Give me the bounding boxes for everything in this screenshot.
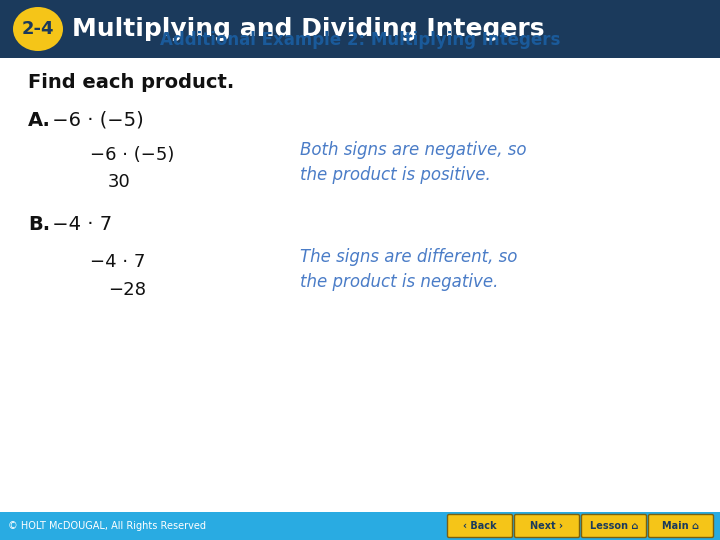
Text: the product is negative.: the product is negative.	[300, 273, 498, 291]
Text: The signs are different, so: The signs are different, so	[300, 248, 518, 266]
Text: Find each product.: Find each product.	[28, 72, 234, 91]
Ellipse shape	[13, 7, 63, 51]
FancyBboxPatch shape	[515, 515, 580, 537]
Text: © HOLT McDOUGAL, All Rights Reserved: © HOLT McDOUGAL, All Rights Reserved	[8, 521, 206, 531]
Text: B.: B.	[28, 214, 50, 233]
Text: 30: 30	[108, 173, 131, 191]
FancyBboxPatch shape	[649, 515, 714, 537]
FancyBboxPatch shape	[448, 515, 513, 537]
Text: Main ⌂: Main ⌂	[662, 521, 700, 531]
Text: Lesson ⌂: Lesson ⌂	[590, 521, 638, 531]
Text: −28: −28	[108, 281, 146, 299]
Text: the product is positive.: the product is positive.	[300, 166, 491, 184]
FancyBboxPatch shape	[582, 515, 647, 537]
Text: −6 · (−5): −6 · (−5)	[90, 146, 174, 164]
FancyBboxPatch shape	[0, 512, 720, 540]
Text: Multiplying and Dividing Integers: Multiplying and Dividing Integers	[72, 17, 544, 41]
Text: −4 · 7: −4 · 7	[90, 253, 145, 271]
Text: Both signs are negative, so: Both signs are negative, so	[300, 141, 526, 159]
Text: 2-4: 2-4	[22, 20, 54, 38]
Text: −6 · (−5): −6 · (−5)	[46, 111, 144, 130]
Text: Next ›: Next ›	[531, 521, 564, 531]
Text: ‹ Back: ‹ Back	[463, 521, 497, 531]
FancyBboxPatch shape	[0, 0, 720, 58]
Text: Additional Example 2: Multiplying Integers: Additional Example 2: Multiplying Intege…	[160, 31, 560, 49]
Text: A.: A.	[28, 111, 51, 130]
Text: −4 · 7: −4 · 7	[46, 214, 112, 233]
